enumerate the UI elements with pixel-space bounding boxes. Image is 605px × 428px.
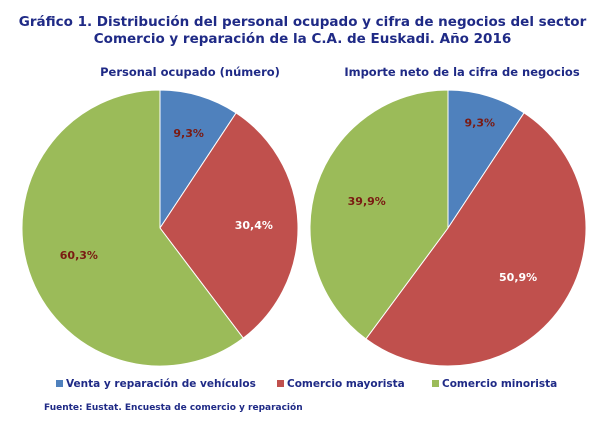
legend-label-minorista: Comercio minorista [442, 378, 558, 390]
chart-title: Gráfico 1. Distribución del personal ocu… [0, 14, 605, 48]
legend-label-mayorista: Comercio mayorista [287, 378, 405, 390]
legend-swatch-venta [56, 380, 63, 387]
legend-label-venta: Venta y reparación de vehículos [66, 378, 256, 390]
legend-item-minorista: Comercio minorista [432, 378, 557, 390]
pie-personal-slice-mayorista [159, 112, 299, 339]
pie-importe: 9,3% 50,9% 39,9% [309, 89, 587, 367]
legend-item-mayorista: Comercio mayorista [277, 378, 405, 390]
pie-importe-label-minorista: 39,9% [348, 195, 386, 208]
pie-importe-slice-minorista [309, 89, 449, 340]
pie-personal-title: Personal ocupado (número) [100, 65, 280, 79]
pie-personal-label-venta: 9,3% [173, 127, 204, 140]
chart-title-line-1: Gráfico 1. Distribución del personal ocu… [18, 14, 587, 30]
pie-personal-label-mayorista: 30,4% [235, 219, 273, 232]
pie-personal-slice-venta [159, 89, 237, 230]
legend: Venta y reparación de vehículos Comercio… [0, 378, 605, 394]
pie-personal-slice-minorista [21, 89, 244, 367]
pie-importe-slice-mayorista [365, 112, 587, 367]
legend-swatch-minorista [432, 380, 439, 387]
pie-importe-title: Importe neto de la cifra de negocios [344, 65, 580, 79]
source-note: Fuente: Eustat. Encuesta de comercio y r… [44, 403, 303, 413]
pie-importe-label-mayorista: 50,9% [499, 271, 537, 284]
pie-personal-label-minorista: 60,3% [60, 249, 98, 262]
pie-importe-slice-venta [447, 89, 525, 230]
legend-item-venta: Venta y reparación de vehículos [56, 378, 256, 390]
pie-importe-label-venta: 9,3% [465, 116, 496, 129]
legend-swatch-mayorista [277, 380, 284, 387]
chart-title-line-2: Comercio y reparación de la C.A. de Eusk… [93, 31, 512, 47]
pie-personal: 9,3% 30,4% 60,3% [21, 89, 299, 367]
